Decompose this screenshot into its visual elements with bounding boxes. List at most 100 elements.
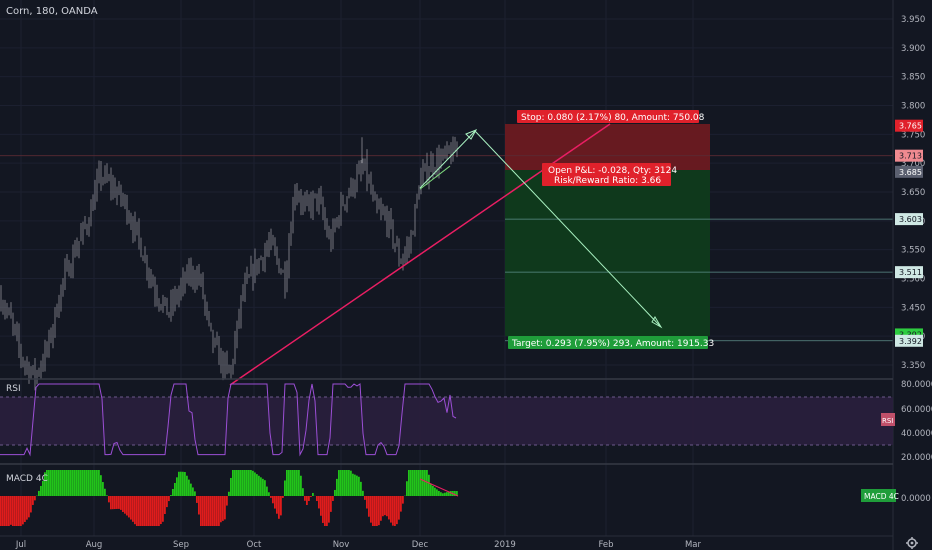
macd-bar <box>8 496 10 526</box>
macd-bar <box>0 496 2 526</box>
macd-bar <box>296 470 298 496</box>
macd-title[interactable]: MACD 4C <box>6 474 48 484</box>
macd-bar <box>88 470 90 496</box>
macd-bar <box>48 470 50 496</box>
macd-bar <box>194 491 196 496</box>
macd-bar <box>198 496 200 515</box>
macd-bar <box>372 496 374 526</box>
time-label-3: Oct <box>247 540 262 550</box>
macd-bar <box>258 475 260 496</box>
macd-bar <box>332 496 334 501</box>
macd-bar <box>176 477 178 496</box>
macd-bar <box>254 472 256 496</box>
macd-bar <box>238 470 240 496</box>
macd-bar <box>50 470 52 496</box>
price-label-4: 3.511 <box>895 266 923 279</box>
price-tick-2: 3.850 <box>901 73 925 83</box>
macd-bar <box>200 496 202 526</box>
macd-bar <box>6 496 8 526</box>
macd-bar <box>434 487 436 496</box>
macd-bar <box>436 489 438 496</box>
macd-bar <box>62 470 64 496</box>
macd-bar <box>252 470 254 496</box>
gear-icon[interactable] <box>906 537 918 549</box>
rsi-tick-1: 60.0000 <box>901 405 932 415</box>
macd-bar <box>40 485 42 496</box>
macd-bar <box>226 496 228 506</box>
macd-bar <box>152 496 154 526</box>
macd-bar <box>112 496 114 510</box>
macd-bar <box>260 477 262 496</box>
macd-bar <box>148 496 150 526</box>
price-label-text-4: 3.511 <box>899 268 922 277</box>
macd-histogram[interactable] <box>0 470 458 526</box>
macd-bar <box>94 470 96 496</box>
macd-bar <box>272 496 274 504</box>
macd-bar <box>116 496 118 509</box>
macd-bar <box>236 470 238 496</box>
macd-bar <box>202 496 204 526</box>
macd-bar <box>298 470 300 496</box>
projection-arrowhead-bottom <box>651 316 663 329</box>
macd-bar <box>414 470 416 496</box>
macd-bar <box>290 470 292 496</box>
macd-bar <box>318 496 320 509</box>
macd-bar <box>66 470 68 496</box>
macd-bar <box>398 496 400 520</box>
rsi-axis: 80.0000 60.0000 40.0000 20.0000 <box>901 380 932 463</box>
macd-bar <box>382 496 384 517</box>
macd-bar <box>448 491 450 496</box>
macd-bar <box>54 470 56 496</box>
stop-zone[interactable] <box>505 124 710 170</box>
macd-bar <box>18 496 20 526</box>
macd-bar <box>280 496 282 516</box>
macd-bar <box>268 492 270 496</box>
macd-bar <box>4 496 6 526</box>
macd-bar <box>192 487 194 496</box>
macd-bar <box>418 470 420 496</box>
macd-bar <box>14 496 16 526</box>
macd-bar <box>386 496 388 517</box>
macd-bar <box>390 496 392 523</box>
macd-bar <box>206 496 208 526</box>
rsi-line[interactable] <box>0 383 457 457</box>
macd-bar <box>240 470 242 496</box>
macd-bar <box>352 473 354 496</box>
macd-bar <box>186 475 188 496</box>
macd-bar <box>274 496 276 509</box>
price-label-text-3: 3.603 <box>899 215 922 224</box>
rsi-tick-2: 40.0000 <box>901 429 932 439</box>
macd-bar <box>364 496 366 500</box>
macd-bar <box>378 496 380 526</box>
symbol-title[interactable]: Corn, 180, OANDA <box>6 6 98 17</box>
macd-bar <box>340 470 342 496</box>
macd-bar <box>16 496 18 526</box>
macd-bar <box>300 475 302 496</box>
macd-bar <box>132 496 134 522</box>
macd-bar <box>174 482 176 496</box>
price-tick-8: 3.550 <box>901 246 925 256</box>
macd-bar <box>348 470 350 496</box>
pnl-label: Open P&L: -0.028, Qty: 3124 Risk/Reward … <box>542 163 677 186</box>
macd-bar <box>376 496 378 526</box>
macd-bar <box>450 490 452 496</box>
macd-bar <box>338 470 340 496</box>
macd-bar <box>244 470 246 496</box>
macd-bar <box>90 470 92 496</box>
time-axis[interactable]: Jul Aug Sep Oct Nov Dec 2019 Feb Mar <box>15 540 702 550</box>
macd-bar <box>76 470 78 496</box>
price-tick-6: 3.650 <box>901 188 925 198</box>
pnl-label-line1: Open P&L: -0.028, Qty: 3124 <box>548 166 677 176</box>
macd-bar <box>356 475 358 496</box>
macd-bar <box>278 496 280 519</box>
macd-bar <box>154 496 156 526</box>
macd-bar <box>96 470 98 496</box>
rsi-tick-0: 80.0000 <box>901 380 932 390</box>
macd-bar <box>58 470 60 496</box>
rsi-title[interactable]: RSI <box>6 384 21 394</box>
macd-bar <box>150 496 152 526</box>
macd-badge-text: MACD 4C <box>864 492 899 501</box>
target-zone[interactable] <box>505 170 710 336</box>
macd-bar <box>284 480 286 496</box>
